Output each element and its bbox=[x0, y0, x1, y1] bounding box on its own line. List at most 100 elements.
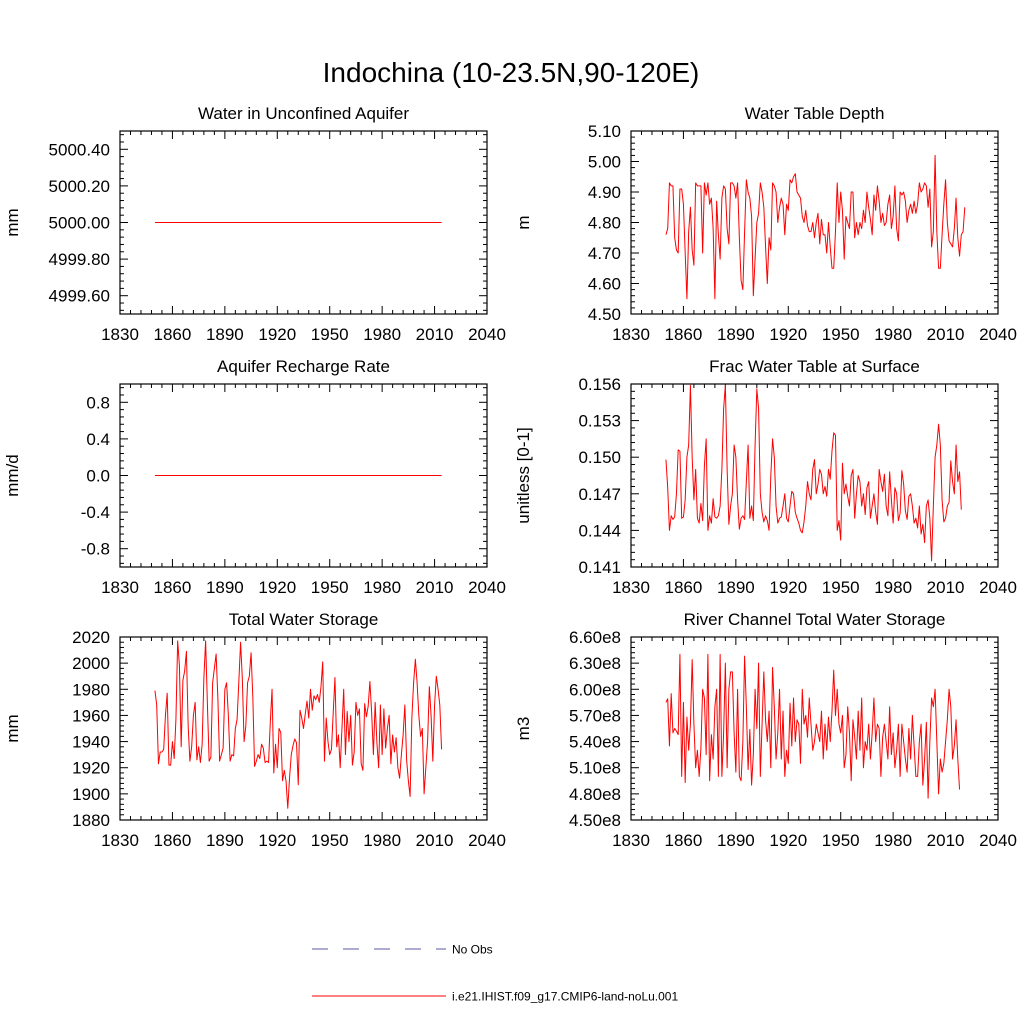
x-tick-label: 1890 bbox=[206, 831, 244, 850]
x-tick-label: 1950 bbox=[311, 831, 349, 850]
y-tick-label: 0.141 bbox=[578, 558, 621, 577]
panel-river-channel-storage: River Channel Total Water Storage m3 1830 1… bbox=[514, 610, 1017, 850]
y-tick-label: 4.50e8 bbox=[569, 811, 621, 830]
legend: No Obs i.e21.IHIST.f09_g17.CMIP6-land-no… bbox=[312, 943, 678, 1004]
x-tick-label: 2010 bbox=[927, 578, 965, 597]
y-axis-title: m3 bbox=[514, 717, 533, 741]
y-tick-label: 5000.20 bbox=[49, 177, 110, 196]
series-line-frac-water-table bbox=[665, 384, 962, 562]
x-tick-label: 1920 bbox=[258, 578, 296, 597]
panel-title: Water in Unconfined Aquifer bbox=[198, 104, 409, 123]
y-tick-label: 4.90 bbox=[588, 183, 621, 202]
x-tick-label: 1830 bbox=[612, 831, 650, 850]
y-tick-label: 4999.60 bbox=[49, 287, 110, 306]
x-tick-label: 2010 bbox=[927, 831, 965, 850]
x-tick-label: 1950 bbox=[822, 578, 860, 597]
y-tick-label: 2020 bbox=[72, 628, 110, 647]
x-tick-label: 1890 bbox=[717, 325, 755, 344]
x-tick-label: 1950 bbox=[822, 325, 860, 344]
x-tick-label: 1860 bbox=[154, 325, 192, 344]
x-tick-label: 1950 bbox=[311, 578, 349, 597]
x-tick-label: 1920 bbox=[258, 831, 296, 850]
x-tick-label: 2010 bbox=[416, 831, 454, 850]
series-line-water-table-depth bbox=[665, 154, 966, 300]
x-tick-label: 1890 bbox=[717, 831, 755, 850]
y-tick-label: 5.40e8 bbox=[569, 733, 621, 752]
panel-frac-water-table: Frac Water Table at Surface unitless [0-1… bbox=[514, 357, 1017, 597]
x-tick-label: 1860 bbox=[665, 578, 703, 597]
x-tick-label: 1980 bbox=[874, 325, 912, 344]
y-tick-label: 4.70 bbox=[588, 244, 621, 263]
x-tick-label: 1890 bbox=[206, 325, 244, 344]
x-tick-label: 2040 bbox=[979, 325, 1017, 344]
x-tick-label: 1830 bbox=[101, 831, 139, 850]
y-tick-label: 6.00e8 bbox=[569, 680, 621, 699]
x-tick-label: 1860 bbox=[665, 831, 703, 850]
legend-model-label: i.e21.IHIST.f09_g17.CMIP6-land-noLu.001 bbox=[452, 990, 678, 1004]
y-tick-label: 5000.40 bbox=[49, 140, 110, 159]
x-tick-label: 1980 bbox=[363, 831, 401, 850]
x-tick-label: 1950 bbox=[311, 325, 349, 344]
panel-title: Water Table Depth bbox=[745, 104, 885, 123]
y-tick-label: -0.4 bbox=[81, 503, 110, 522]
x-tick-label: 1950 bbox=[822, 831, 860, 850]
y-tick-label: 0.8 bbox=[86, 393, 110, 412]
y-tick-label: 6.60e8 bbox=[569, 628, 621, 647]
y-tick-label: 5.10e8 bbox=[569, 759, 621, 778]
legend-obs-label: No Obs bbox=[452, 943, 493, 957]
y-tick-label: 1980 bbox=[72, 680, 110, 699]
x-tick-label: 1830 bbox=[101, 578, 139, 597]
y-tick-label: 0.150 bbox=[578, 448, 621, 467]
x-tick-label: 2040 bbox=[468, 831, 506, 850]
x-tick-label: 2010 bbox=[927, 325, 965, 344]
y-tick-label: 4.80e8 bbox=[569, 785, 621, 804]
y-tick-label: 1880 bbox=[72, 811, 110, 830]
y-tick-label: 5.00 bbox=[588, 153, 621, 172]
y-tick-label: 6.30e8 bbox=[569, 654, 621, 673]
x-tick-label: 1860 bbox=[154, 831, 192, 850]
panel-total-water-storage: Total Water Storage mm 1830 1860 1890 1920 195… bbox=[3, 610, 506, 850]
y-tick-label: 5.70e8 bbox=[569, 706, 621, 725]
x-tick-label: 1890 bbox=[717, 578, 755, 597]
y-tick-label: 0.4 bbox=[86, 430, 110, 449]
y-axis-title: m bbox=[514, 215, 533, 229]
y-axis-title: mm bbox=[3, 714, 22, 742]
y-tick-label: 0.0 bbox=[86, 467, 110, 486]
x-tick-label: 1860 bbox=[154, 578, 192, 597]
x-tick-label: 2040 bbox=[979, 578, 1017, 597]
x-tick-label: 1920 bbox=[769, 831, 807, 850]
x-tick-label: 1980 bbox=[363, 578, 401, 597]
panel-title: Aquifer Recharge Rate bbox=[217, 357, 390, 376]
y-tick-label: 4999.80 bbox=[49, 250, 110, 269]
x-tick-label: 1920 bbox=[769, 325, 807, 344]
x-tick-label: 1980 bbox=[363, 325, 401, 344]
y-tick-label: 1900 bbox=[72, 785, 110, 804]
x-tick-label: 1830 bbox=[612, 325, 650, 344]
y-tick-label: 0.144 bbox=[578, 521, 621, 540]
x-tick-label: 1920 bbox=[769, 578, 807, 597]
y-tick-label: 4.60 bbox=[588, 275, 621, 294]
x-tick-label: 1860 bbox=[665, 325, 703, 344]
y-tick-label: 4.80 bbox=[588, 214, 621, 233]
y-tick-label: -0.8 bbox=[81, 540, 110, 559]
panel-title: Total Water Storage bbox=[229, 610, 379, 629]
y-axis-title: mm bbox=[3, 208, 22, 236]
x-tick-label: 1980 bbox=[874, 831, 912, 850]
y-tick-label: 0.156 bbox=[578, 375, 621, 394]
panel-title: River Channel Total Water Storage bbox=[684, 610, 946, 629]
y-axis-title: unitless [0-1] bbox=[514, 427, 533, 523]
series-line-total-water-storage bbox=[154, 640, 443, 809]
y-tick-label: 5.10 bbox=[588, 122, 621, 141]
y-tick-label: 0.147 bbox=[578, 485, 621, 504]
plot-frame bbox=[630, 383, 999, 568]
series-line-river-channel-storage bbox=[665, 653, 961, 799]
x-tick-label: 1980 bbox=[874, 578, 912, 597]
x-tick-label: 2010 bbox=[416, 578, 454, 597]
x-tick-label: 1830 bbox=[612, 578, 650, 597]
x-tick-label: 1920 bbox=[258, 325, 296, 344]
plot-frame bbox=[630, 636, 999, 821]
y-tick-label: 0.153 bbox=[578, 412, 621, 431]
y-tick-label: 1940 bbox=[72, 733, 110, 752]
y-tick-label: 5000.00 bbox=[49, 214, 110, 233]
